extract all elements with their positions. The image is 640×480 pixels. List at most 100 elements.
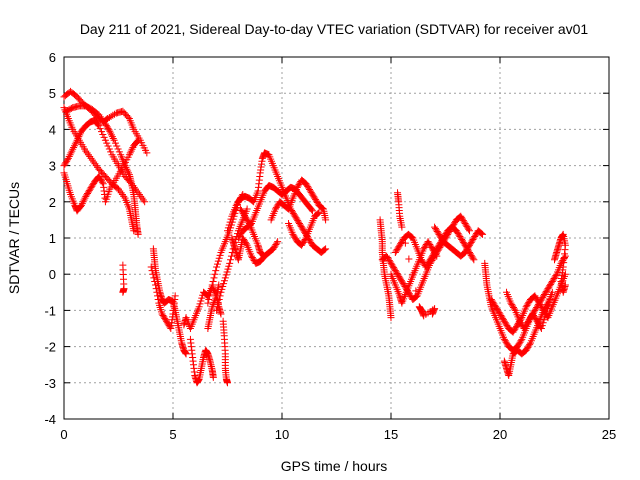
data-point xyxy=(107,129,115,137)
data-point xyxy=(389,262,397,270)
data-point xyxy=(148,267,156,275)
data-point xyxy=(88,156,96,164)
data-point xyxy=(433,244,441,252)
data-point xyxy=(462,221,470,229)
data-point xyxy=(113,142,121,150)
data-point xyxy=(299,238,307,246)
data-point xyxy=(395,272,403,280)
data-point xyxy=(498,313,506,321)
data-point xyxy=(502,320,510,328)
chart-title: Day 211 of 2021, Sidereal Day-to-day VTE… xyxy=(80,21,589,37)
data-point xyxy=(116,187,124,195)
data-point xyxy=(384,254,392,262)
data-point xyxy=(535,320,543,328)
data-point xyxy=(304,183,312,191)
data-point xyxy=(143,149,151,157)
data-point xyxy=(235,233,243,241)
data-point xyxy=(428,310,436,318)
data-point xyxy=(307,188,315,196)
data-point xyxy=(525,316,533,324)
data-point xyxy=(299,225,307,233)
data-point xyxy=(115,148,123,156)
data-point xyxy=(288,208,296,216)
data-point xyxy=(399,280,407,288)
data-point xyxy=(490,300,498,308)
data-point xyxy=(206,288,214,296)
data-point xyxy=(70,144,78,151)
data-point xyxy=(220,280,228,288)
data-point xyxy=(101,136,109,144)
data-point xyxy=(206,292,214,300)
data-point xyxy=(533,317,541,325)
data-point xyxy=(534,298,542,306)
data-point xyxy=(243,215,251,223)
data-point xyxy=(460,218,468,226)
data-point xyxy=(458,235,466,243)
data-point xyxy=(523,320,531,328)
data-point xyxy=(224,224,232,232)
data-point xyxy=(64,154,72,162)
data-point xyxy=(271,242,279,250)
data-point xyxy=(312,197,320,205)
data-point xyxy=(424,260,432,268)
data-point xyxy=(319,204,327,212)
data-point xyxy=(103,123,111,131)
data-point xyxy=(537,325,545,332)
data-point xyxy=(158,310,166,318)
data-point xyxy=(466,250,474,258)
data-point xyxy=(72,138,80,146)
data-point xyxy=(508,301,516,309)
data-point xyxy=(87,184,95,192)
data-point xyxy=(108,131,116,139)
data-point xyxy=(405,290,413,298)
data-point xyxy=(434,243,442,251)
data-point xyxy=(301,235,309,243)
data-point xyxy=(97,115,105,123)
data-point xyxy=(411,293,419,301)
data-point xyxy=(308,190,316,198)
data-point xyxy=(550,275,558,283)
data-point xyxy=(294,182,302,190)
data-point xyxy=(83,149,91,157)
data-point xyxy=(524,300,532,308)
data-point xyxy=(465,225,473,233)
data-point xyxy=(513,322,521,330)
data-point xyxy=(470,256,478,264)
data-point xyxy=(441,231,449,239)
data-point xyxy=(496,310,504,318)
data-point xyxy=(295,220,303,228)
data-point xyxy=(150,274,158,282)
data-point xyxy=(249,197,257,205)
x-tick-label: 25 xyxy=(602,427,616,442)
data-point xyxy=(211,270,219,278)
data-point xyxy=(524,317,532,325)
data-point xyxy=(311,194,319,202)
data-point xyxy=(465,243,473,251)
data-point xyxy=(104,142,112,150)
data-point xyxy=(239,234,247,242)
data-point xyxy=(133,137,141,145)
data-point xyxy=(531,292,539,300)
data-point xyxy=(241,212,249,220)
data-point xyxy=(523,319,531,327)
data-point xyxy=(313,210,321,218)
data-point xyxy=(547,279,555,287)
data-point xyxy=(226,259,234,267)
data-point xyxy=(128,145,136,153)
data-point xyxy=(289,230,297,238)
data-point xyxy=(215,254,223,262)
series-arc-o xyxy=(228,234,269,267)
axis-ticks: 0 5 10 15 20 25 -4 -3 -2 -1 0 1 2 3 4 5 6 xyxy=(44,50,616,442)
data-point xyxy=(107,148,115,156)
data-point xyxy=(561,270,569,278)
data-point xyxy=(548,277,556,285)
y-tick-label: 3 xyxy=(49,159,56,174)
series-arc-d xyxy=(60,116,149,206)
data-point xyxy=(461,220,469,228)
data-point xyxy=(149,270,157,278)
data-point xyxy=(97,128,105,136)
data-point xyxy=(120,192,128,200)
data-point xyxy=(465,241,473,249)
data-point xyxy=(436,232,444,240)
